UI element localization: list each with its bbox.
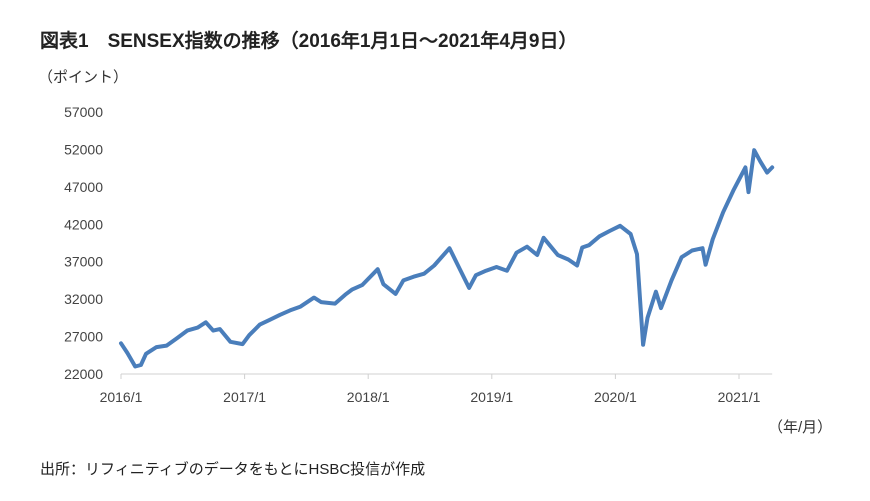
source-note: 出所：リフィニティブのデータをもとにHSBC投信が作成 <box>40 461 426 478</box>
data-point <box>185 328 189 333</box>
data-point <box>679 255 684 259</box>
x-tick-label: 2020/1 <box>594 389 637 405</box>
data-point <box>394 292 398 296</box>
data-point <box>535 253 539 257</box>
data-point <box>514 251 519 255</box>
data-point <box>164 343 169 348</box>
data-point <box>133 364 137 369</box>
x-tick-label: 2021/1 <box>718 389 761 405</box>
data-point <box>247 333 251 337</box>
data-point <box>525 245 529 249</box>
data-point <box>125 351 130 355</box>
data-point <box>608 229 612 233</box>
data-point <box>319 300 323 304</box>
data-point <box>587 243 591 247</box>
y-tick-label: 27000 <box>64 329 103 345</box>
y-tick-label: 22000 <box>64 366 103 382</box>
y-tick-label: 47000 <box>64 179 103 195</box>
y-tick-label: 37000 <box>64 254 103 270</box>
x-tick-label: 2019/1 <box>470 389 513 405</box>
data-point <box>298 305 303 309</box>
data-point <box>721 210 725 214</box>
data-point <box>144 352 148 356</box>
data-point <box>711 237 715 241</box>
x-axis-unit-label: （年/月） <box>768 419 833 436</box>
y-tick-label: 32000 <box>64 291 103 307</box>
data-point <box>580 245 584 250</box>
data-point <box>154 345 159 349</box>
data-point <box>743 165 748 169</box>
data-point <box>618 224 622 228</box>
data-point <box>690 248 694 253</box>
data-point <box>204 320 208 324</box>
y-tick-label: 42000 <box>64 216 103 232</box>
data-point <box>196 325 200 330</box>
y-tick-label: 52000 <box>64 141 103 157</box>
data-point <box>556 253 560 257</box>
data-point <box>350 287 354 292</box>
data-point <box>139 363 143 367</box>
data-point <box>401 278 406 283</box>
data-point <box>240 342 245 346</box>
data-point <box>267 318 271 322</box>
data-point <box>758 159 762 164</box>
data-point <box>669 278 674 283</box>
data-point <box>218 327 222 331</box>
data-point <box>765 171 769 175</box>
data-point <box>333 302 337 306</box>
data-point <box>119 341 123 345</box>
data-point <box>455 261 459 265</box>
data-point <box>505 269 509 273</box>
data-point <box>752 148 756 152</box>
data-point <box>641 343 645 347</box>
data-point <box>343 293 347 297</box>
x-tick-label: 2017/1 <box>223 389 266 405</box>
data-point <box>467 286 471 290</box>
data-point <box>360 283 365 287</box>
sensex-series-line <box>119 148 775 369</box>
data-point <box>278 313 282 317</box>
data-point <box>288 308 292 312</box>
y-axis-unit-label: （ポイント） <box>38 69 129 86</box>
data-point <box>422 272 426 276</box>
data-point <box>211 328 215 333</box>
data-point <box>411 275 416 279</box>
data-point <box>746 190 751 194</box>
data-point <box>635 252 639 256</box>
data-point <box>228 340 233 344</box>
data-point <box>575 263 579 268</box>
data-point <box>566 257 570 262</box>
data-point <box>474 273 478 277</box>
data-point <box>659 306 663 310</box>
data-point <box>447 246 452 250</box>
x-tick-label: 2016/1 <box>100 389 143 405</box>
data-point <box>175 336 179 340</box>
data-point <box>654 290 658 294</box>
data-point <box>312 296 316 300</box>
data-point <box>700 246 705 250</box>
data-point <box>258 322 262 327</box>
data-point <box>770 165 774 169</box>
data-point <box>645 316 650 320</box>
data-point <box>381 282 386 286</box>
data-point <box>494 265 499 269</box>
data-point <box>731 189 735 193</box>
data-point <box>628 232 633 236</box>
y-tick-label: 57000 <box>64 104 103 120</box>
data-point <box>432 263 436 268</box>
data-point <box>484 269 488 273</box>
chart-title: 図表1 SENSEX指数の推移（2016年1月1日～2021年4月9日） <box>40 31 578 52</box>
data-point <box>376 267 380 271</box>
data-point <box>703 263 708 267</box>
data-point <box>542 236 546 240</box>
x-tick-label: 2018/1 <box>347 389 390 405</box>
data-point <box>597 234 602 238</box>
